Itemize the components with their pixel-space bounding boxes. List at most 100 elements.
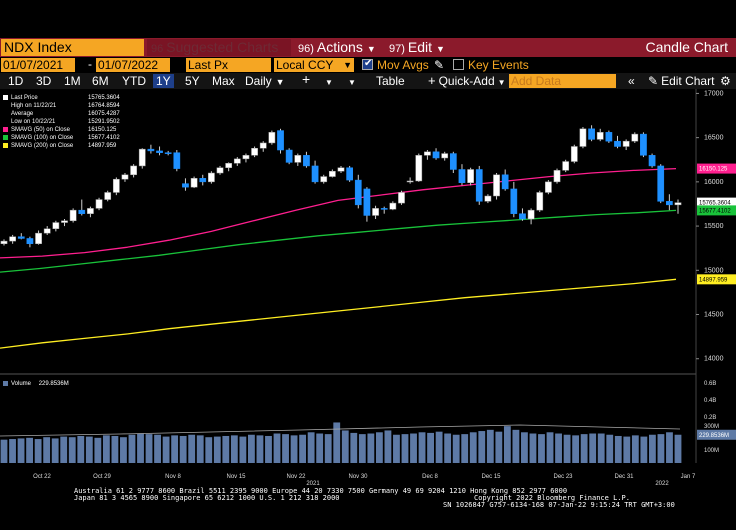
range-1y[interactable]: 1Y <box>153 74 174 88</box>
candle-body <box>510 188 518 214</box>
price-field-select[interactable]: Last Px <box>186 58 271 72</box>
volume-bar <box>657 434 665 463</box>
volume-bar <box>555 433 562 463</box>
range-ytd[interactable]: YTD <box>122 74 146 88</box>
candle-body <box>527 209 535 220</box>
footer: Australia 61 2 9777 8600 Brazil 5511 239… <box>0 487 736 509</box>
edit-menu-button[interactable]: 97) Edit ▼ <box>385 39 453 56</box>
currency-select[interactable]: Local CCY ▼ <box>274 58 354 72</box>
candle-body <box>657 165 665 202</box>
volume-bar <box>239 436 247 463</box>
x-tick-label: Dec 23 <box>553 474 573 480</box>
volume-bar <box>452 434 460 463</box>
actions-label: Actions <box>316 39 363 55</box>
x-tick-label: Nov 8 <box>165 474 181 480</box>
suggested-charts-button[interactable]: 96 Suggested Charts <box>147 39 291 56</box>
volume-bar <box>179 435 187 463</box>
candle-body <box>233 158 241 164</box>
actions-menu-button[interactable]: 96) Actions ▼ <box>294 39 382 56</box>
legend-row: Last Price 15765.3604 <box>3 94 120 102</box>
chart-legend: Last Price 15765.3604 High on 11/22/21 167… <box>3 94 120 150</box>
volume-badge-bg <box>697 429 736 440</box>
suggested-number: 96 <box>151 43 164 55</box>
range-3d[interactable]: 3D <box>36 74 52 88</box>
suggested-label: Suggested Charts <box>166 39 279 55</box>
x-tick-label: Jan 7 <box>681 474 696 480</box>
range-1m[interactable]: 1M <box>64 74 81 88</box>
range-max[interactable]: Max <box>212 74 235 88</box>
ticker-field[interactable]: NDX Index <box>1 39 144 56</box>
x-year-label: 2021 <box>306 481 320 485</box>
sma200-line <box>0 278 677 349</box>
footer-copyright: Copyright 2022 Bloomberg Finance L.P. <box>474 494 630 502</box>
add-data-input[interactable]: Add Data <box>509 74 616 88</box>
candle-body <box>622 140 630 147</box>
edit-number: 97) <box>389 43 405 55</box>
sma100-line <box>0 209 677 273</box>
title-bar: NDX Index 96 Suggested Charts 96) Actions ▼… <box>0 38 736 57</box>
legend-value: 16075.4287 <box>88 111 120 117</box>
candle-body <box>277 130 284 151</box>
price-tick-label: 15500 <box>704 223 724 230</box>
candle-body <box>208 172 215 183</box>
collapse-icon[interactable]: « <box>628 74 635 88</box>
x-tick-label: Oct 22 <box>33 474 51 480</box>
candle-body <box>346 167 354 181</box>
price-tick-label: 17000 <box>704 90 724 97</box>
volume-bar <box>205 437 213 463</box>
chart-area[interactable]: 17000 16500 16000 15500 15000 14500 14000 0.6B 0… <box>0 89 736 485</box>
candle-body <box>242 155 250 160</box>
edit-chart-button[interactable]: ✎ Edit Chart <box>648 74 714 88</box>
mov-avgs-checkbox[interactable]: ✔ <box>362 58 373 70</box>
candle-body <box>596 132 604 140</box>
period-select[interactable]: Daily ▼ <box>245 74 285 89</box>
volume-bar <box>631 435 639 463</box>
volume-bar <box>102 435 110 463</box>
volume-bar <box>51 438 59 463</box>
volume-bar <box>648 434 656 463</box>
range-6m[interactable]: 6M <box>92 74 109 88</box>
x-tick-label: Nov 30 <box>348 474 368 480</box>
legend-swatch <box>3 110 8 116</box>
range-5y[interactable]: 5Y <box>185 74 200 88</box>
sma200-badge-bg <box>697 274 736 285</box>
chevron-down-icon[interactable]: ▼ <box>325 78 333 87</box>
table-button[interactable]: Table <box>376 74 405 88</box>
pencil-icon[interactable]: ✎ <box>434 58 445 72</box>
candle-body <box>665 201 673 206</box>
candle-body <box>147 148 155 152</box>
plus-icon[interactable]: + <box>302 71 311 87</box>
candle-chart[interactable]: 17000 16500 16000 15500 15000 14500 14000 0.6B 0… <box>0 89 736 485</box>
candle-body <box>493 174 500 197</box>
price-tick-label: 14000 <box>704 356 724 363</box>
footer-contacts-2: Japan 81 3 4565 8900 Singapore 65 6212 1… <box>74 494 340 502</box>
volume-bar <box>521 432 528 463</box>
legend-row: High on 11/22/21 16764.8594 <box>3 102 120 110</box>
range-1d[interactable]: 1D <box>8 74 24 88</box>
legend-value: 15677.4102 <box>88 135 120 141</box>
volume-bar <box>580 434 588 463</box>
quick-add-button[interactable]: + Quick-Add ▼ <box>428 74 506 90</box>
volume-bar <box>410 433 417 463</box>
legend-label: Last Price <box>11 95 38 101</box>
candle-body <box>104 192 112 200</box>
volume-bar <box>606 434 614 463</box>
candle-body <box>182 183 189 188</box>
volume-bar <box>469 432 477 463</box>
gear-icon[interactable]: ⚙ <box>720 74 731 88</box>
chevron-down-icon[interactable]: ▼ <box>348 78 356 87</box>
legend-swatch <box>3 134 8 140</box>
range-bar: 1D 3D 1M 6M YTD 1Y 5Y Max Daily ▼ + ▼ ▼ T… <box>0 71 736 90</box>
volume-tick-label: 100M <box>704 448 719 454</box>
sma50-badge: 16150.125 <box>699 167 728 173</box>
candle-body <box>605 132 613 142</box>
volume-bar <box>120 437 127 463</box>
start-date-input[interactable]: 01/07/2021 <box>1 58 75 72</box>
volume-bar <box>444 433 452 463</box>
legend-value: 16150.125 <box>88 127 117 133</box>
volume-bar <box>256 435 264 463</box>
candle-body <box>501 174 509 190</box>
end-date-input[interactable]: 01/07/2022 <box>96 58 170 72</box>
volume-bar <box>9 439 16 463</box>
key-events-checkbox[interactable] <box>453 59 464 70</box>
